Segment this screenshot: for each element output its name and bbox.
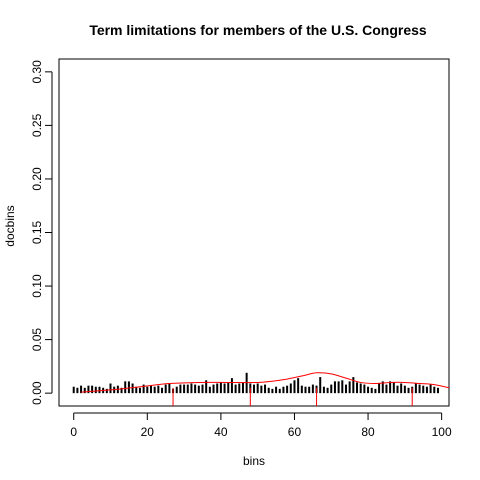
y-tick-label: 0.05: [30, 328, 44, 352]
rug-marks: [172, 387, 413, 406]
x-axis: 0 20 40 60 80 100: [70, 412, 452, 439]
y-axis: 0.00 0.05 0.10 0.15 0.20 0.25 0.30: [30, 60, 53, 405]
density-curve: [81, 372, 449, 393]
plot-frame: [58, 58, 450, 407]
x-tick-label: 40: [214, 425, 228, 439]
x-tick-label: 0: [70, 425, 77, 439]
y-tick-label: 0.30: [30, 60, 44, 84]
y-tick-label: 0.00: [30, 381, 44, 405]
x-tick-label: 100: [432, 425, 452, 439]
y-tick-label: 0.20: [30, 167, 44, 191]
y-tick-label: 0.10: [30, 274, 44, 298]
x-axis-label: bins: [243, 454, 265, 468]
x-tick-label: 60: [288, 425, 302, 439]
y-tick-label: 0.25: [30, 113, 44, 137]
density-line: [81, 372, 449, 393]
x-tick-label: 80: [361, 425, 375, 439]
chart-title: Term limitations for members of the U.S.…: [89, 22, 427, 38]
plot-area: [58, 58, 450, 407]
y-axis-label: docbins: [3, 205, 17, 246]
y-tick-label: 0.15: [30, 220, 44, 244]
x-tick-label: 20: [141, 425, 155, 439]
